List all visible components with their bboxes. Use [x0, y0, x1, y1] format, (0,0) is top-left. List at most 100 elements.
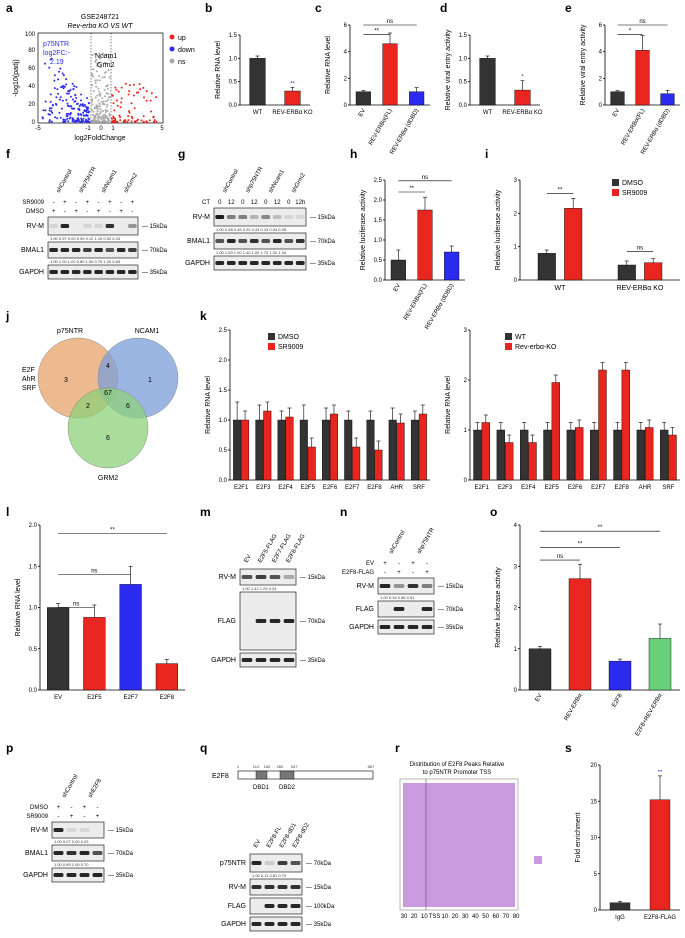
blot-band [128, 270, 137, 274]
y-tick-label: 1.5 [29, 564, 38, 570]
treatment-sign: - [412, 570, 414, 576]
binding-distribution: Distribution of E2F8 Peaks Relative to p… [399, 762, 542, 920]
r-xtick: 10 [441, 914, 448, 920]
mw-label: — 35kDa [310, 261, 336, 267]
bar [352, 446, 361, 481]
r-frame [399, 778, 519, 911]
blot-band [215, 215, 225, 219]
treatment-label: DMSO [26, 209, 44, 215]
x-tick-label: E2F7 [345, 485, 360, 491]
blot-band [272, 261, 282, 265]
x-tick-label: REV-ERBα (dDBD) [389, 108, 420, 156]
volcano-point [153, 119, 156, 122]
volcano-point [133, 107, 136, 110]
volcano-point [94, 117, 97, 119]
volcano-point [80, 120, 83, 123]
volcano-point [96, 94, 99, 97]
volcano-point [96, 120, 99, 123]
blot-band [393, 607, 405, 611]
x-tick-label: REV-ERBα (dDBD) [640, 108, 671, 156]
blot-band [264, 885, 275, 889]
y-tick-label: 1 [514, 647, 518, 653]
r-title-line2: to p75NTR Promoter TSS [423, 770, 492, 776]
x-tick-label: EV [358, 108, 367, 118]
blot-strip [249, 897, 303, 915]
volcano-point [65, 83, 68, 86]
blot-strip [213, 255, 307, 271]
y-axis-label: Relative viral entry activity [445, 29, 452, 110]
bar [255, 419, 264, 481]
lane-label: EV [253, 839, 262, 849]
volcano-point [68, 90, 71, 93]
volcano-point [112, 102, 115, 105]
panel-letter-e: e [565, 1, 572, 15]
quant-row: 1.00 1.00 1.00 0.80 1.00 0.70 1.00 0.83 [50, 259, 121, 264]
r-xtick: TSS [429, 914, 441, 920]
venn-count: 1 [148, 377, 152, 384]
bar [617, 264, 636, 281]
volcano-point [99, 111, 102, 114]
venn-count: 2 [86, 403, 90, 410]
bar [528, 648, 552, 691]
volcano-point [107, 69, 110, 72]
volcano-point [101, 97, 104, 100]
r-xtick: 40 [472, 914, 479, 920]
y-tick-label: 5 [594, 872, 598, 878]
bar [344, 419, 353, 481]
volcano-point [80, 118, 83, 121]
volcano-point [132, 94, 135, 97]
mw-label: — 100kDa [306, 904, 335, 910]
volcano-point [92, 119, 94, 121]
bar [598, 369, 607, 481]
legend-down-label: down [178, 47, 195, 54]
y-axis-label: Relative RNA level [445, 376, 452, 434]
y-tick-label: 4 [344, 50, 348, 56]
volcano-point [68, 113, 71, 116]
treatment-sign: - [71, 805, 73, 811]
panel-letter-i: i [485, 147, 488, 161]
volcano-point [75, 97, 78, 99]
y-tick-label: 0.5 [459, 80, 468, 86]
blot-band [92, 873, 103, 877]
volcano-point [88, 121, 91, 123]
bar [396, 422, 405, 481]
volcano-point [108, 96, 111, 99]
volcano-point [42, 109, 45, 112]
x-tick-label: E2F8 [160, 695, 175, 701]
volcano-point [152, 115, 155, 118]
volcano-point [77, 107, 80, 110]
blot-band [255, 619, 267, 623]
domain-label: DBD1 [253, 785, 270, 791]
volcano-point [63, 120, 65, 123]
treatment-sign: + [119, 209, 123, 215]
volcano-point [58, 111, 61, 114]
venn-count: 6 [126, 403, 130, 410]
volcano-point [82, 120, 84, 122]
volcano-ytick: 40 [28, 84, 35, 90]
r-xtick: 20 [411, 914, 418, 920]
venn-side-e2f: E2F [22, 367, 35, 374]
volcano-point [74, 94, 77, 97]
blot-band [269, 658, 281, 662]
sig-bracket-label: ** [110, 527, 115, 533]
blot-band [251, 861, 262, 865]
sig-bracket-label: ns [557, 554, 563, 560]
x-tick-label: E2F6 [568, 485, 583, 491]
volcano-point [93, 52, 96, 55]
bar [568, 578, 592, 691]
band-label: GAPDH [221, 921, 246, 928]
lane-label: EV [244, 554, 253, 564]
volcano-point [112, 115, 115, 118]
volcano-point [69, 88, 72, 91]
lane-label: shp75NTR [245, 166, 265, 194]
blot-band [277, 904, 288, 908]
treatment-sign: + [108, 200, 112, 206]
volcano-point [69, 112, 72, 114]
blot-band [295, 215, 305, 219]
bar [644, 427, 654, 481]
bar [233, 419, 242, 481]
volcano-point [85, 105, 88, 108]
volcano-point [99, 66, 102, 69]
x-tick-label: WT [483, 110, 493, 116]
position-label: 347 [291, 764, 298, 769]
